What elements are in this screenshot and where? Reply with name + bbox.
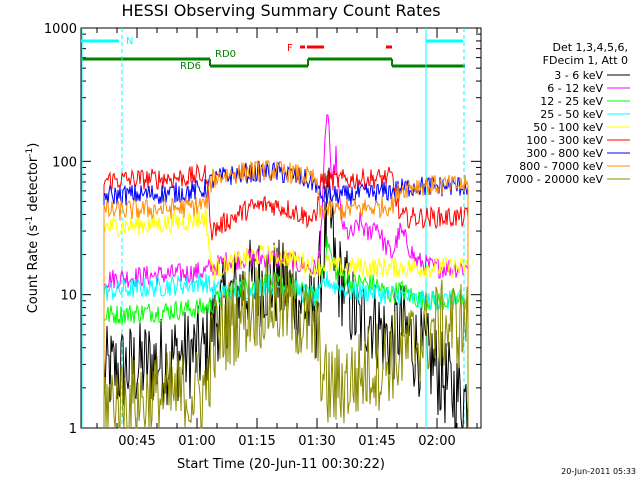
legend-label: 25 - 50 keV <box>540 108 603 121</box>
y-axis-label: Count Rate (s-1 detector-1) <box>25 143 41 314</box>
y-tick-label: 100 <box>52 155 77 170</box>
y-axis-label-sup2: -1 <box>25 148 35 157</box>
y-tick-label: 1000 <box>44 22 77 37</box>
legend: Det 1,3,4,5,6,FDecim 1, Att 0 3 - 6 keV6 … <box>505 41 630 186</box>
legend-header: FDecim 1, Att 0 <box>543 54 628 67</box>
flare-label: F <box>287 43 293 54</box>
data-series <box>103 114 469 429</box>
x-tick-label: 00:45 <box>118 434 155 449</box>
axis-ticks: 1 10 100 1000 00:45 01:00 01:15 01:30 01:45 02:00 <box>44 22 481 449</box>
legend-label: 7000 - 20000 keV <box>505 173 603 186</box>
y-axis-label-sup1: -1 <box>25 216 35 225</box>
legend-label: 12 - 25 keV <box>540 95 603 108</box>
series-line <box>103 254 469 429</box>
y-tick-label: 10 <box>60 289 77 304</box>
footer-date: 20-Jun-2011 05:33 <box>561 467 636 476</box>
series-line <box>103 208 469 428</box>
legend-label: 3 - 6 keV <box>554 69 603 82</box>
x-tick-label: 02:00 <box>418 434 455 449</box>
y-axis-label-end: ) <box>26 143 41 148</box>
legend-label: 300 - 800 keV <box>526 147 603 160</box>
segment-bars: RD0 RD6 N F <box>81 36 465 72</box>
rd6-label: RD6 <box>180 61 201 72</box>
night-label: N <box>126 36 133 47</box>
y-tick-label: 1 <box>69 422 77 437</box>
series-line <box>103 167 469 429</box>
series-line <box>103 159 469 428</box>
legend-label: 6 - 12 keV <box>547 82 603 95</box>
plot-frame <box>80 27 482 429</box>
y-axis-label-mid: detector <box>26 156 41 216</box>
rd0-label: RD0 <box>215 49 236 60</box>
legend-label: 100 - 300 keV <box>526 134 603 147</box>
legend-header: Det 1,3,4,5,6, <box>552 41 628 54</box>
x-tick-label: 01:45 <box>358 434 395 449</box>
legend-label: 800 - 7000 keV <box>519 160 603 173</box>
chart-title: HESSI Observing Summary Count Rates <box>121 1 440 20</box>
y-axis-label-main: Count Rate (s <box>26 225 41 314</box>
x-tick-label: 01:15 <box>238 434 275 449</box>
x-axis-label: Start Time (20-Jun-11 00:30:22) <box>177 457 385 472</box>
series-line <box>103 163 469 428</box>
x-tick-label: 01:00 <box>178 434 215 449</box>
legend-label: 50 - 100 keV <box>533 121 603 134</box>
x-tick-label: 01:30 <box>298 434 335 449</box>
